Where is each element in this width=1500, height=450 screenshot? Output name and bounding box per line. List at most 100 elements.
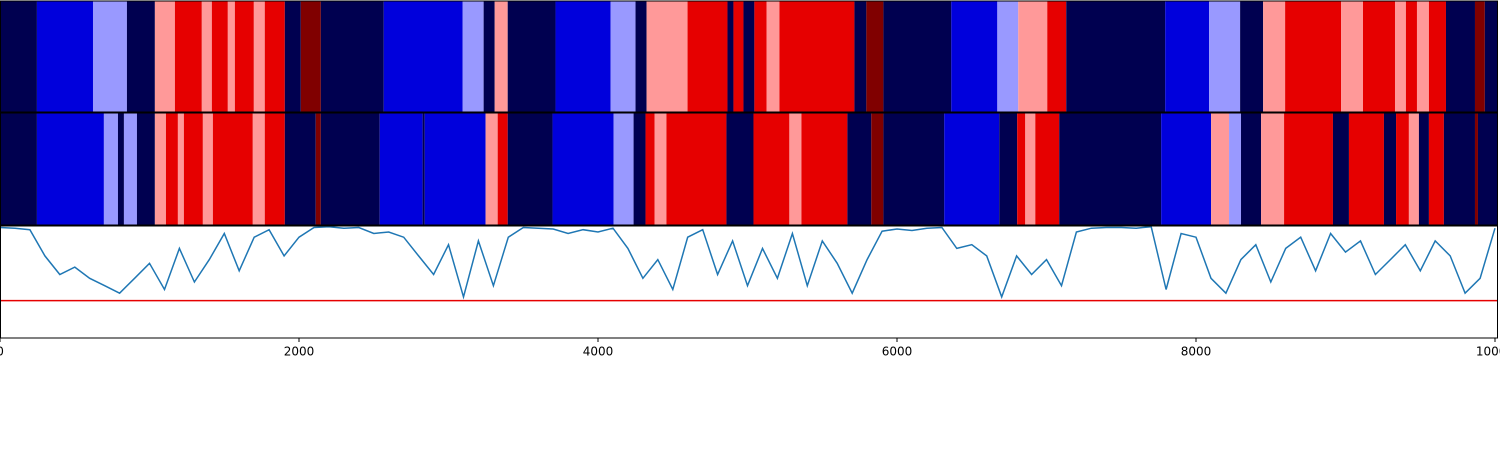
state-segment bbox=[1209, 1, 1241, 112]
state-segment bbox=[154, 1, 175, 112]
state-segment bbox=[379, 113, 423, 225]
panel-frame bbox=[0, 0, 1498, 113]
state-segment bbox=[847, 113, 872, 225]
state-segment bbox=[997, 1, 1019, 112]
state-segment bbox=[284, 113, 316, 225]
state-segment bbox=[154, 113, 166, 225]
state-segment bbox=[766, 1, 780, 112]
state-segment bbox=[753, 113, 790, 225]
state-segment bbox=[1035, 113, 1060, 225]
state-segment bbox=[320, 113, 380, 225]
state-segment bbox=[1059, 113, 1162, 225]
x-tick-label: 8000 bbox=[1181, 345, 1212, 359]
state-segment bbox=[1017, 113, 1026, 225]
state-segment bbox=[779, 1, 855, 112]
state-segment bbox=[315, 113, 321, 225]
state-segment bbox=[1383, 113, 1397, 225]
state-segment bbox=[883, 113, 945, 225]
state-segment bbox=[507, 113, 553, 225]
state-segment bbox=[552, 113, 614, 225]
state-segment bbox=[866, 1, 884, 112]
state-segment bbox=[1418, 113, 1429, 225]
state-segment bbox=[1161, 113, 1212, 225]
state-segment bbox=[883, 1, 952, 112]
state-segment bbox=[666, 113, 727, 225]
state-segment bbox=[1428, 1, 1446, 112]
state-segment bbox=[635, 1, 647, 112]
state-segment bbox=[165, 113, 178, 225]
state-segment bbox=[951, 1, 998, 112]
state-segment bbox=[211, 1, 228, 112]
state-segment bbox=[1047, 1, 1067, 112]
panel-frame bbox=[0, 112, 1498, 226]
x-tick-label: 2000 bbox=[284, 345, 315, 359]
state-segment bbox=[645, 113, 655, 225]
state-segment bbox=[726, 113, 754, 225]
state-segment bbox=[613, 113, 634, 225]
state-segment bbox=[483, 1, 495, 112]
state-segment bbox=[1416, 1, 1429, 112]
x-tick-label: 6000 bbox=[882, 345, 913, 359]
state-segment bbox=[227, 1, 235, 112]
state-segment bbox=[1211, 113, 1230, 225]
state-segment bbox=[92, 1, 127, 112]
state-segment bbox=[0, 113, 37, 225]
state-segment bbox=[854, 1, 867, 112]
state-segment bbox=[1241, 113, 1262, 225]
state-segment bbox=[422, 113, 425, 225]
state-segment bbox=[320, 1, 384, 112]
state-segment bbox=[999, 113, 1018, 225]
state-segment bbox=[462, 1, 484, 112]
state-segment bbox=[284, 1, 301, 112]
x-tick-label: 0 bbox=[0, 345, 4, 359]
state-segment bbox=[1261, 113, 1285, 225]
state-segment bbox=[136, 113, 155, 225]
state-segment bbox=[497, 113, 508, 225]
state-segment bbox=[234, 1, 254, 112]
state-segment bbox=[0, 1, 37, 112]
state-segment bbox=[1240, 1, 1264, 112]
state-segment bbox=[383, 1, 463, 112]
state-segment bbox=[1066, 1, 1166, 112]
state-segment bbox=[789, 113, 802, 225]
state-segment bbox=[1332, 113, 1349, 225]
state-segment bbox=[1348, 113, 1384, 225]
state-segment bbox=[1263, 1, 1286, 112]
state-segment bbox=[801, 113, 848, 225]
state-segment bbox=[264, 1, 285, 112]
state-segment bbox=[1025, 113, 1036, 225]
state-segment bbox=[1443, 113, 1475, 225]
state-segment bbox=[212, 113, 253, 225]
state-segment bbox=[1229, 113, 1242, 225]
state-segment bbox=[1284, 113, 1333, 225]
state-segment bbox=[727, 1, 734, 112]
state-segment bbox=[654, 113, 667, 225]
state-segment bbox=[252, 113, 265, 225]
state-segment bbox=[555, 1, 611, 112]
state-segment bbox=[646, 1, 688, 112]
x-tick-label: 10000 bbox=[1476, 345, 1500, 359]
state-segment bbox=[103, 113, 118, 225]
state-segment bbox=[36, 1, 93, 112]
state-segment bbox=[1445, 1, 1475, 112]
state-segment bbox=[1165, 1, 1210, 112]
state-segment bbox=[1396, 113, 1409, 225]
state-segment bbox=[743, 1, 755, 112]
state-segment bbox=[1018, 1, 1048, 112]
state-segment bbox=[300, 1, 321, 112]
signal-line bbox=[0, 225, 1496, 300]
panel-frame bbox=[0, 225, 1498, 339]
state-segment bbox=[174, 1, 202, 112]
state-segment bbox=[1285, 1, 1342, 112]
state-segment bbox=[117, 113, 124, 225]
state-segment bbox=[1474, 1, 1485, 112]
state-segment bbox=[507, 1, 556, 112]
state-segment bbox=[264, 113, 285, 225]
state-segment bbox=[177, 113, 184, 225]
state-segment bbox=[36, 113, 104, 225]
state-segment bbox=[1363, 1, 1395, 112]
state-segment bbox=[201, 1, 212, 112]
state-segment bbox=[485, 113, 498, 225]
state-segment bbox=[944, 113, 1000, 225]
